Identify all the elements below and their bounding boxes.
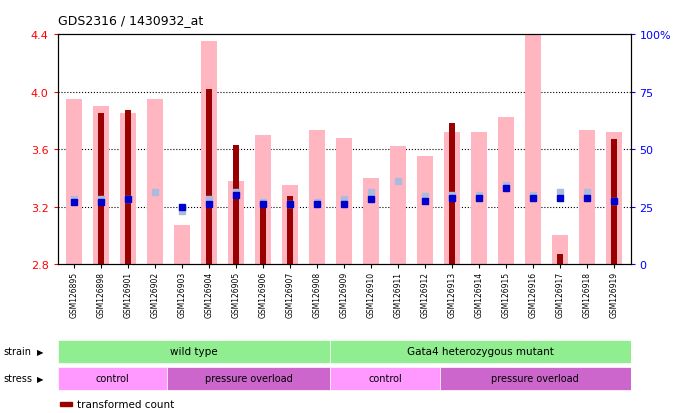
Text: transformed count: transformed count	[77, 399, 174, 408]
Text: pressure overload: pressure overload	[491, 373, 579, 383]
Bar	[255, 135, 271, 264]
Text: pressure overload: pressure overload	[205, 373, 292, 383]
Text: stress: stress	[3, 373, 33, 383]
Bar	[390, 147, 406, 264]
Bar	[471, 133, 487, 264]
Bar	[450, 124, 455, 264]
Text: strain: strain	[3, 347, 31, 356]
Bar	[498, 118, 515, 264]
Bar	[167, 367, 330, 390]
Bar	[579, 131, 595, 264]
Bar	[363, 178, 379, 264]
Text: Gata4 heterozygous mutant: Gata4 heterozygous mutant	[407, 347, 554, 356]
Bar	[58, 340, 330, 363]
Bar	[287, 197, 293, 264]
Bar	[120, 114, 136, 264]
Bar	[525, 35, 541, 264]
Bar	[282, 185, 298, 264]
Bar	[206, 90, 212, 264]
Bar	[552, 236, 568, 264]
Bar	[60, 402, 72, 406]
Bar	[260, 204, 266, 264]
Text: ▶: ▶	[37, 347, 44, 356]
Bar	[125, 111, 131, 264]
Bar	[439, 367, 631, 390]
Text: control: control	[96, 373, 129, 383]
Bar	[612, 140, 617, 264]
Bar	[309, 131, 325, 264]
Bar	[174, 225, 190, 264]
Text: wild type: wild type	[170, 347, 218, 356]
Bar	[330, 367, 439, 390]
Text: ▶: ▶	[37, 374, 44, 383]
Bar	[336, 138, 352, 264]
Text: GDS2316 / 1430932_at: GDS2316 / 1430932_at	[58, 14, 203, 27]
Bar	[557, 254, 563, 264]
Bar	[417, 157, 433, 264]
Bar	[66, 100, 82, 264]
Bar	[233, 145, 239, 264]
Bar	[58, 367, 167, 390]
Bar	[444, 133, 460, 264]
Bar	[93, 107, 109, 264]
Bar	[228, 181, 244, 264]
Text: control: control	[368, 373, 402, 383]
Bar	[606, 133, 622, 264]
Bar	[201, 42, 217, 264]
Bar	[98, 114, 104, 264]
Bar	[147, 100, 163, 264]
Bar	[330, 340, 631, 363]
